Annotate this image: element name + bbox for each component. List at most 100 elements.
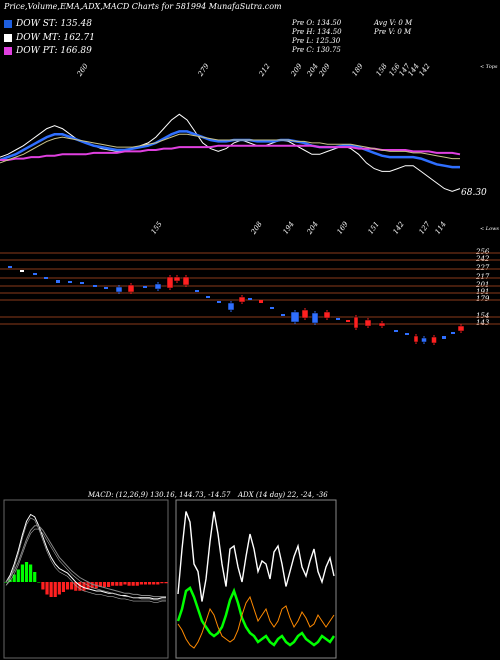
- macd-histogram-bar: [61, 582, 66, 592]
- candle: [56, 280, 60, 283]
- macd-histogram-bar: [98, 582, 102, 587]
- chart-title: Price,Volume,EMA,ADX,MACD Charts for 581…: [4, 2, 282, 11]
- macd-histogram-bar: [106, 582, 111, 587]
- candle: [33, 273, 37, 275]
- macd-line: [5, 525, 166, 598]
- macd-histogram-bar: [131, 582, 135, 586]
- adx-line: [176, 586, 336, 647]
- macd-histogram-bar: [82, 582, 86, 591]
- candle: [270, 307, 274, 309]
- candle: [238, 296, 246, 303]
- pre-close: Pre C: 130.75: [292, 46, 341, 54]
- macd-histogram-bar: [164, 582, 168, 584]
- candle: [311, 312, 319, 324]
- candle: [127, 284, 135, 293]
- candle: [166, 276, 174, 289]
- candle: [405, 333, 409, 335]
- candle: [44, 277, 48, 279]
- macd-histogram-bar: [65, 582, 70, 590]
- tops-label: < Tops: [480, 64, 498, 70]
- macd-histogram-bar: [90, 582, 94, 589]
- macd-histogram-bar: [74, 582, 78, 591]
- adx-panel: [175, 499, 337, 659]
- macd-histogram-bar: [119, 582, 123, 586]
- candle: [413, 335, 419, 343]
- lows-label: < Lows: [480, 226, 499, 232]
- macd-signal-line: [5, 517, 166, 603]
- legend-dow-mt-label: DOW MT: 162.71: [16, 33, 95, 43]
- legend-swatch-magenta: [4, 47, 12, 55]
- avg-volume: Avg V: 0 M: [374, 19, 413, 27]
- candle: [8, 266, 12, 268]
- adx-line: [177, 595, 335, 649]
- macd-histogram-bar: [33, 572, 37, 582]
- price-tick-label: 143: [476, 319, 490, 327]
- candle: [173, 276, 181, 282]
- ema-line: [0, 113, 461, 192]
- candle: [195, 290, 199, 292]
- legend-dow-mt: DOW MT: 162.71: [4, 33, 95, 43]
- price-tick-label: 201: [476, 281, 490, 289]
- macd-histogram-bar: [135, 582, 139, 586]
- pre-high: Pre H: 134.50: [292, 28, 342, 36]
- legend-swatch-white: [4, 34, 12, 42]
- candle: [217, 301, 221, 303]
- candle: [206, 296, 210, 298]
- macd-histogram-bar: [160, 582, 164, 584]
- macd-histogram-bar: [4, 582, 8, 583]
- macd-histogram-bar: [111, 582, 115, 586]
- candle: [364, 319, 372, 327]
- macd-histogram-bar: [156, 582, 160, 585]
- candle: [115, 286, 123, 293]
- macd-signal-line: [5, 528, 166, 601]
- macd-histogram-bar: [152, 582, 156, 585]
- candle: [457, 325, 465, 332]
- macd-histogram-bar: [45, 582, 49, 595]
- candle: [104, 287, 108, 289]
- candle: [442, 336, 446, 339]
- macd-histogram-bar: [49, 582, 53, 597]
- candle: [80, 282, 84, 284]
- candle: [323, 311, 331, 319]
- macd-histogram-bar: [12, 574, 16, 582]
- macd-histogram-bar: [127, 582, 131, 586]
- macd-histogram-bar: [78, 582, 82, 591]
- macd-histogram-bar: [20, 564, 25, 582]
- pre-low: Pre L: 125.30: [292, 37, 341, 45]
- price-tick-label: 154: [476, 312, 490, 320]
- price-tick-label: 256: [476, 248, 490, 256]
- macd-histogram-bar: [16, 569, 20, 582]
- candle: [290, 311, 300, 323]
- macd-histogram-bar: [29, 564, 33, 582]
- candle: [378, 322, 386, 327]
- legend-dow-st: DOW ST: 135.48: [4, 19, 92, 29]
- adx-lines: [176, 511, 336, 649]
- legend-dow-pt-label: DOW PT: 166.89: [16, 46, 92, 56]
- macd-histogram-bar: [24, 562, 29, 582]
- macd-histogram-bar: [147, 582, 152, 585]
- price-tick-label: 242: [476, 255, 490, 263]
- legend-dow-st-label: DOW ST: 135.48: [16, 19, 92, 29]
- macd-histogram-bar: [70, 582, 74, 590]
- candle: [394, 330, 398, 332]
- pre-open: Pre O: 134.50: [292, 19, 342, 27]
- macd-label: MACD: (12,26,9) 130.16, 144.73, -14.57: [88, 491, 231, 499]
- macd-histogram-bar: [143, 582, 148, 585]
- adx-line: [177, 511, 335, 602]
- candle: [259, 300, 263, 303]
- candle: [346, 320, 350, 322]
- candle: [431, 336, 437, 344]
- price-tick-label: 191: [476, 288, 490, 296]
- ema-line: [0, 133, 460, 164]
- price-tick-label: 179: [476, 295, 490, 303]
- candle: [421, 337, 427, 343]
- macd-histogram-bar: [123, 582, 127, 585]
- candle: [227, 302, 235, 311]
- candles: [8, 266, 465, 345]
- candle: [248, 298, 252, 300]
- price-grid: [0, 252, 500, 325]
- macd-panel: [3, 499, 169, 659]
- candle: [154, 283, 162, 290]
- macd-histogram-bar: [37, 582, 41, 583]
